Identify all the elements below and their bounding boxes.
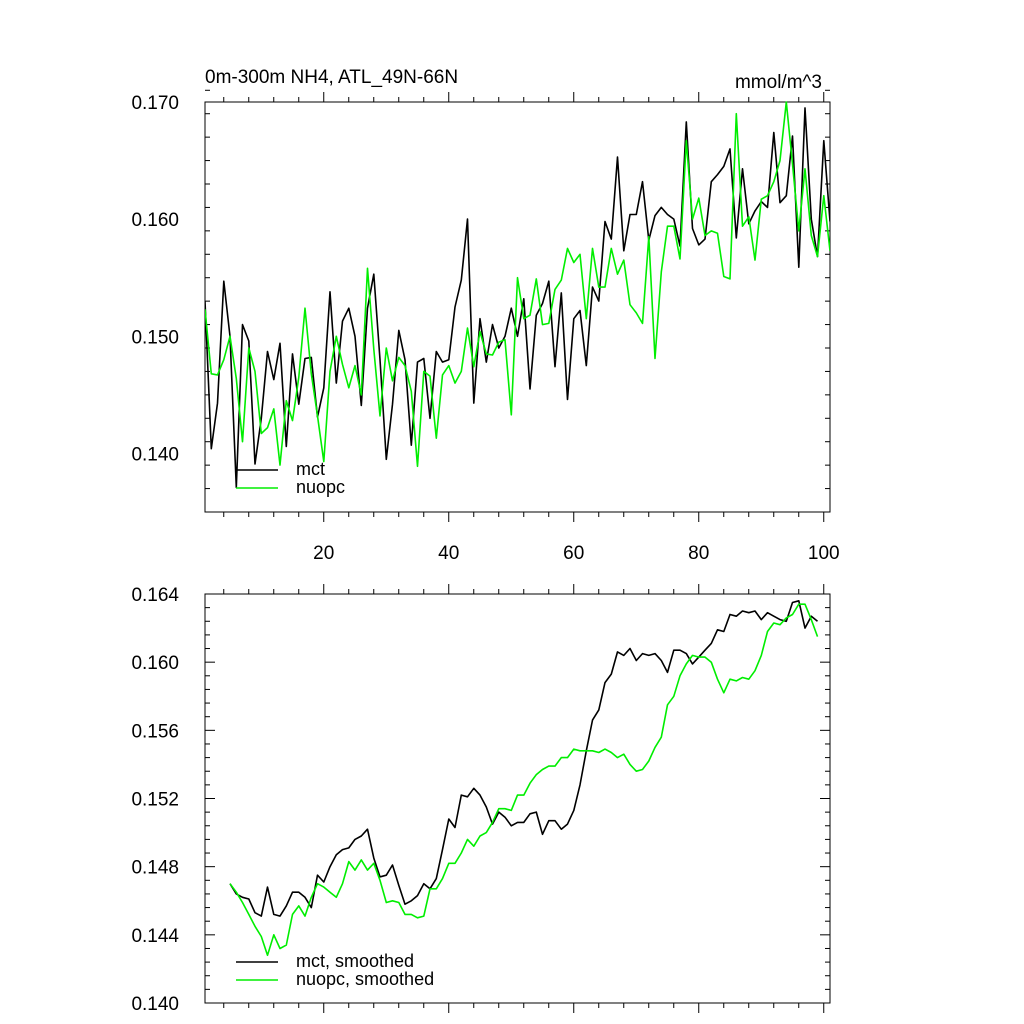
y-tick-label: 0.144 — [131, 926, 179, 947]
plot-frame — [204, 101, 831, 513]
y-tick-label: 0.140 — [131, 444, 179, 465]
y-tick-label: 0.164 — [131, 585, 179, 606]
units-label: mmol/m^3 — [735, 72, 822, 93]
y-tick-label: 0.160 — [131, 653, 179, 674]
x-tick-label: 20 — [313, 543, 334, 564]
legend-label: mct — [296, 459, 325, 479]
y-tick-label: 0.156 — [131, 721, 179, 742]
y-tick-label: 0.148 — [131, 858, 179, 879]
chart-panel-top: 20 40 60 80 100 0.140 0.150 0.160 0.170 0m-300m N… — [131, 67, 839, 564]
legend-label: nuopc, smoothed — [296, 969, 434, 989]
y-tick-label: 0.160 — [131, 210, 179, 231]
x-tick-label: 60 — [563, 543, 584, 564]
chart-title: 0m-300m NH4, ATL_49N-66N — [205, 67, 458, 88]
series-line-mct-smoothed — [229, 599, 819, 917]
chart-panel-bottom: 0.140 0.144 0.148 0.152 0.156 0.160 0.164 mct, … — [131, 584, 831, 1015]
x-tick-label: 80 — [688, 543, 709, 564]
x-tick-label: 100 — [808, 543, 840, 564]
plot-frame — [204, 593, 831, 1004]
y-tick-label: 0.150 — [131, 327, 179, 348]
legend-label: nuopc — [296, 477, 345, 497]
y-tick-label: 0.170 — [131, 93, 179, 114]
legend-label: mct, smoothed — [296, 951, 414, 971]
series-line-mct — [205, 107, 830, 489]
y-tick-label: 0.140 — [131, 994, 179, 1015]
y-tick-label: 0.152 — [131, 790, 179, 811]
series-line-nuopc — [205, 101, 830, 468]
series-line-nuopc-smoothed — [229, 603, 819, 957]
x-tick-label: 40 — [438, 543, 459, 564]
